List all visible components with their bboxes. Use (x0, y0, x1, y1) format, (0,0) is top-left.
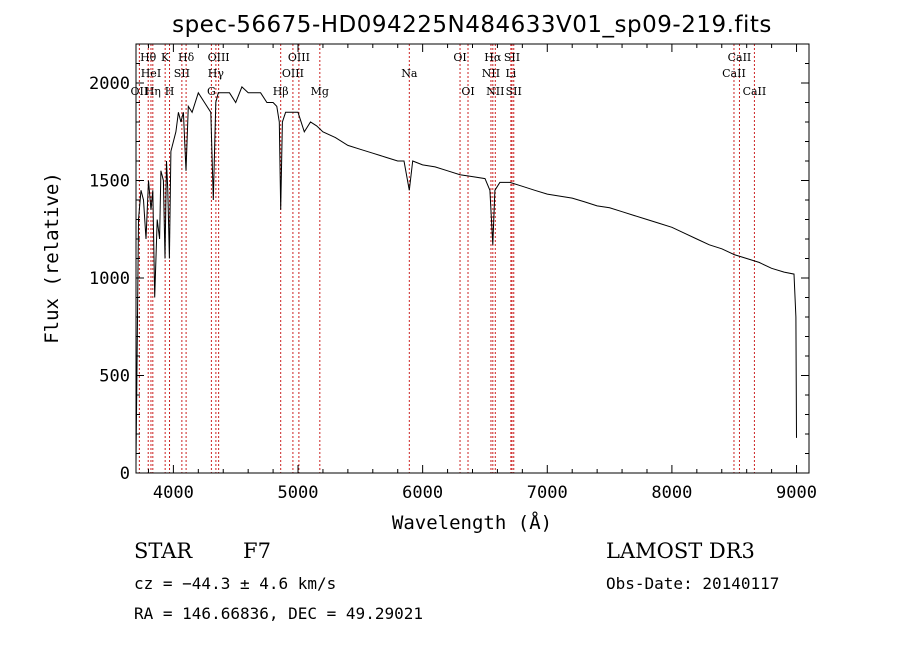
spectral-line-label-15: Na (401, 67, 418, 80)
y-tick-label: 500 (99, 367, 130, 387)
survey-name: LAMOST DR3 (606, 539, 755, 563)
y-tick-label: 2000 (89, 74, 130, 94)
spectral-line-label-19: SII (504, 51, 520, 64)
object-subclass: F7 (243, 539, 271, 563)
spectral-line-label-4: K (161, 51, 170, 64)
redshift-velocity: cz = −44.3 ± 4.6 km/s (134, 574, 336, 593)
spectral-line-label-1: HeI (141, 67, 161, 80)
x-tick-label: 6000 (402, 483, 443, 503)
spectral-line-label-14: Mg (311, 85, 329, 98)
spectral-line-label-21: Li (505, 67, 516, 80)
coordinates: RA = 146.66836, DEC = 49.29021 (134, 604, 423, 623)
spectral-line-label-10: G (207, 85, 216, 98)
x-tick-label: 5000 (278, 483, 319, 503)
object-class: STAR (134, 539, 193, 563)
y-tick-label: 0 (120, 464, 130, 484)
spectral-line-label-9: Hγ (208, 67, 225, 80)
spectral-line-label-6: H (165, 85, 175, 98)
x-tick-label: 9000 (776, 483, 817, 503)
spectral-line-label-23: SII (506, 85, 522, 98)
spectral-line-label-5: SII (174, 67, 190, 80)
spectral-line-label-24: CaII (728, 51, 752, 64)
spectral-line-label-7: Hδ (178, 51, 195, 64)
spectral-line-markers (138, 44, 755, 473)
spectral-line-label-3: Hη (145, 85, 161, 98)
spectral-line-label-8: OIII (208, 51, 230, 64)
x-tick-label: 8000 (651, 483, 692, 503)
spectral-line-label-22: NII (486, 85, 504, 98)
spectral-line-label-16: OI (453, 51, 466, 64)
x-axis-ticks: 4000 5000 6000 7000 8000 9000 (147, 44, 817, 503)
spectral-line-label-11: OIII (288, 51, 310, 64)
y-tick-label: 1000 (89, 269, 130, 289)
x-axis-label: Wavelength (Å) (392, 511, 552, 534)
spectral-line-label-20: NII (482, 67, 500, 80)
y-axis-label: Flux (relative) (41, 172, 63, 344)
spectral-line-label-25: CaII (722, 67, 746, 80)
y-tick-label: 1500 (89, 172, 130, 192)
chart-title: spec-56675-HD094225N484633V01_sp09-219.f… (172, 12, 772, 38)
spectrum-series-line (135, 86, 797, 464)
x-tick-label: 7000 (527, 483, 568, 503)
spectral-line-label-0: Hθ (140, 51, 157, 64)
spectral-line-label-13: Hβ (273, 85, 289, 98)
spectral-line-label-12: OIII (282, 67, 304, 80)
observation-date: Obs-Date: 20140117 (606, 574, 779, 593)
y-axis-ticks: 0 500 1000 1500 2000 (89, 63, 809, 484)
spectral-line-label-18: Hα (484, 51, 502, 64)
spectral-line-label-26: CaII (743, 85, 767, 98)
x-tick-label: 4000 (153, 483, 194, 503)
spectral-line-label-2: OII (131, 85, 149, 98)
plot-frame (135, 43, 810, 474)
spectral-line-label-17: OI (461, 85, 474, 98)
